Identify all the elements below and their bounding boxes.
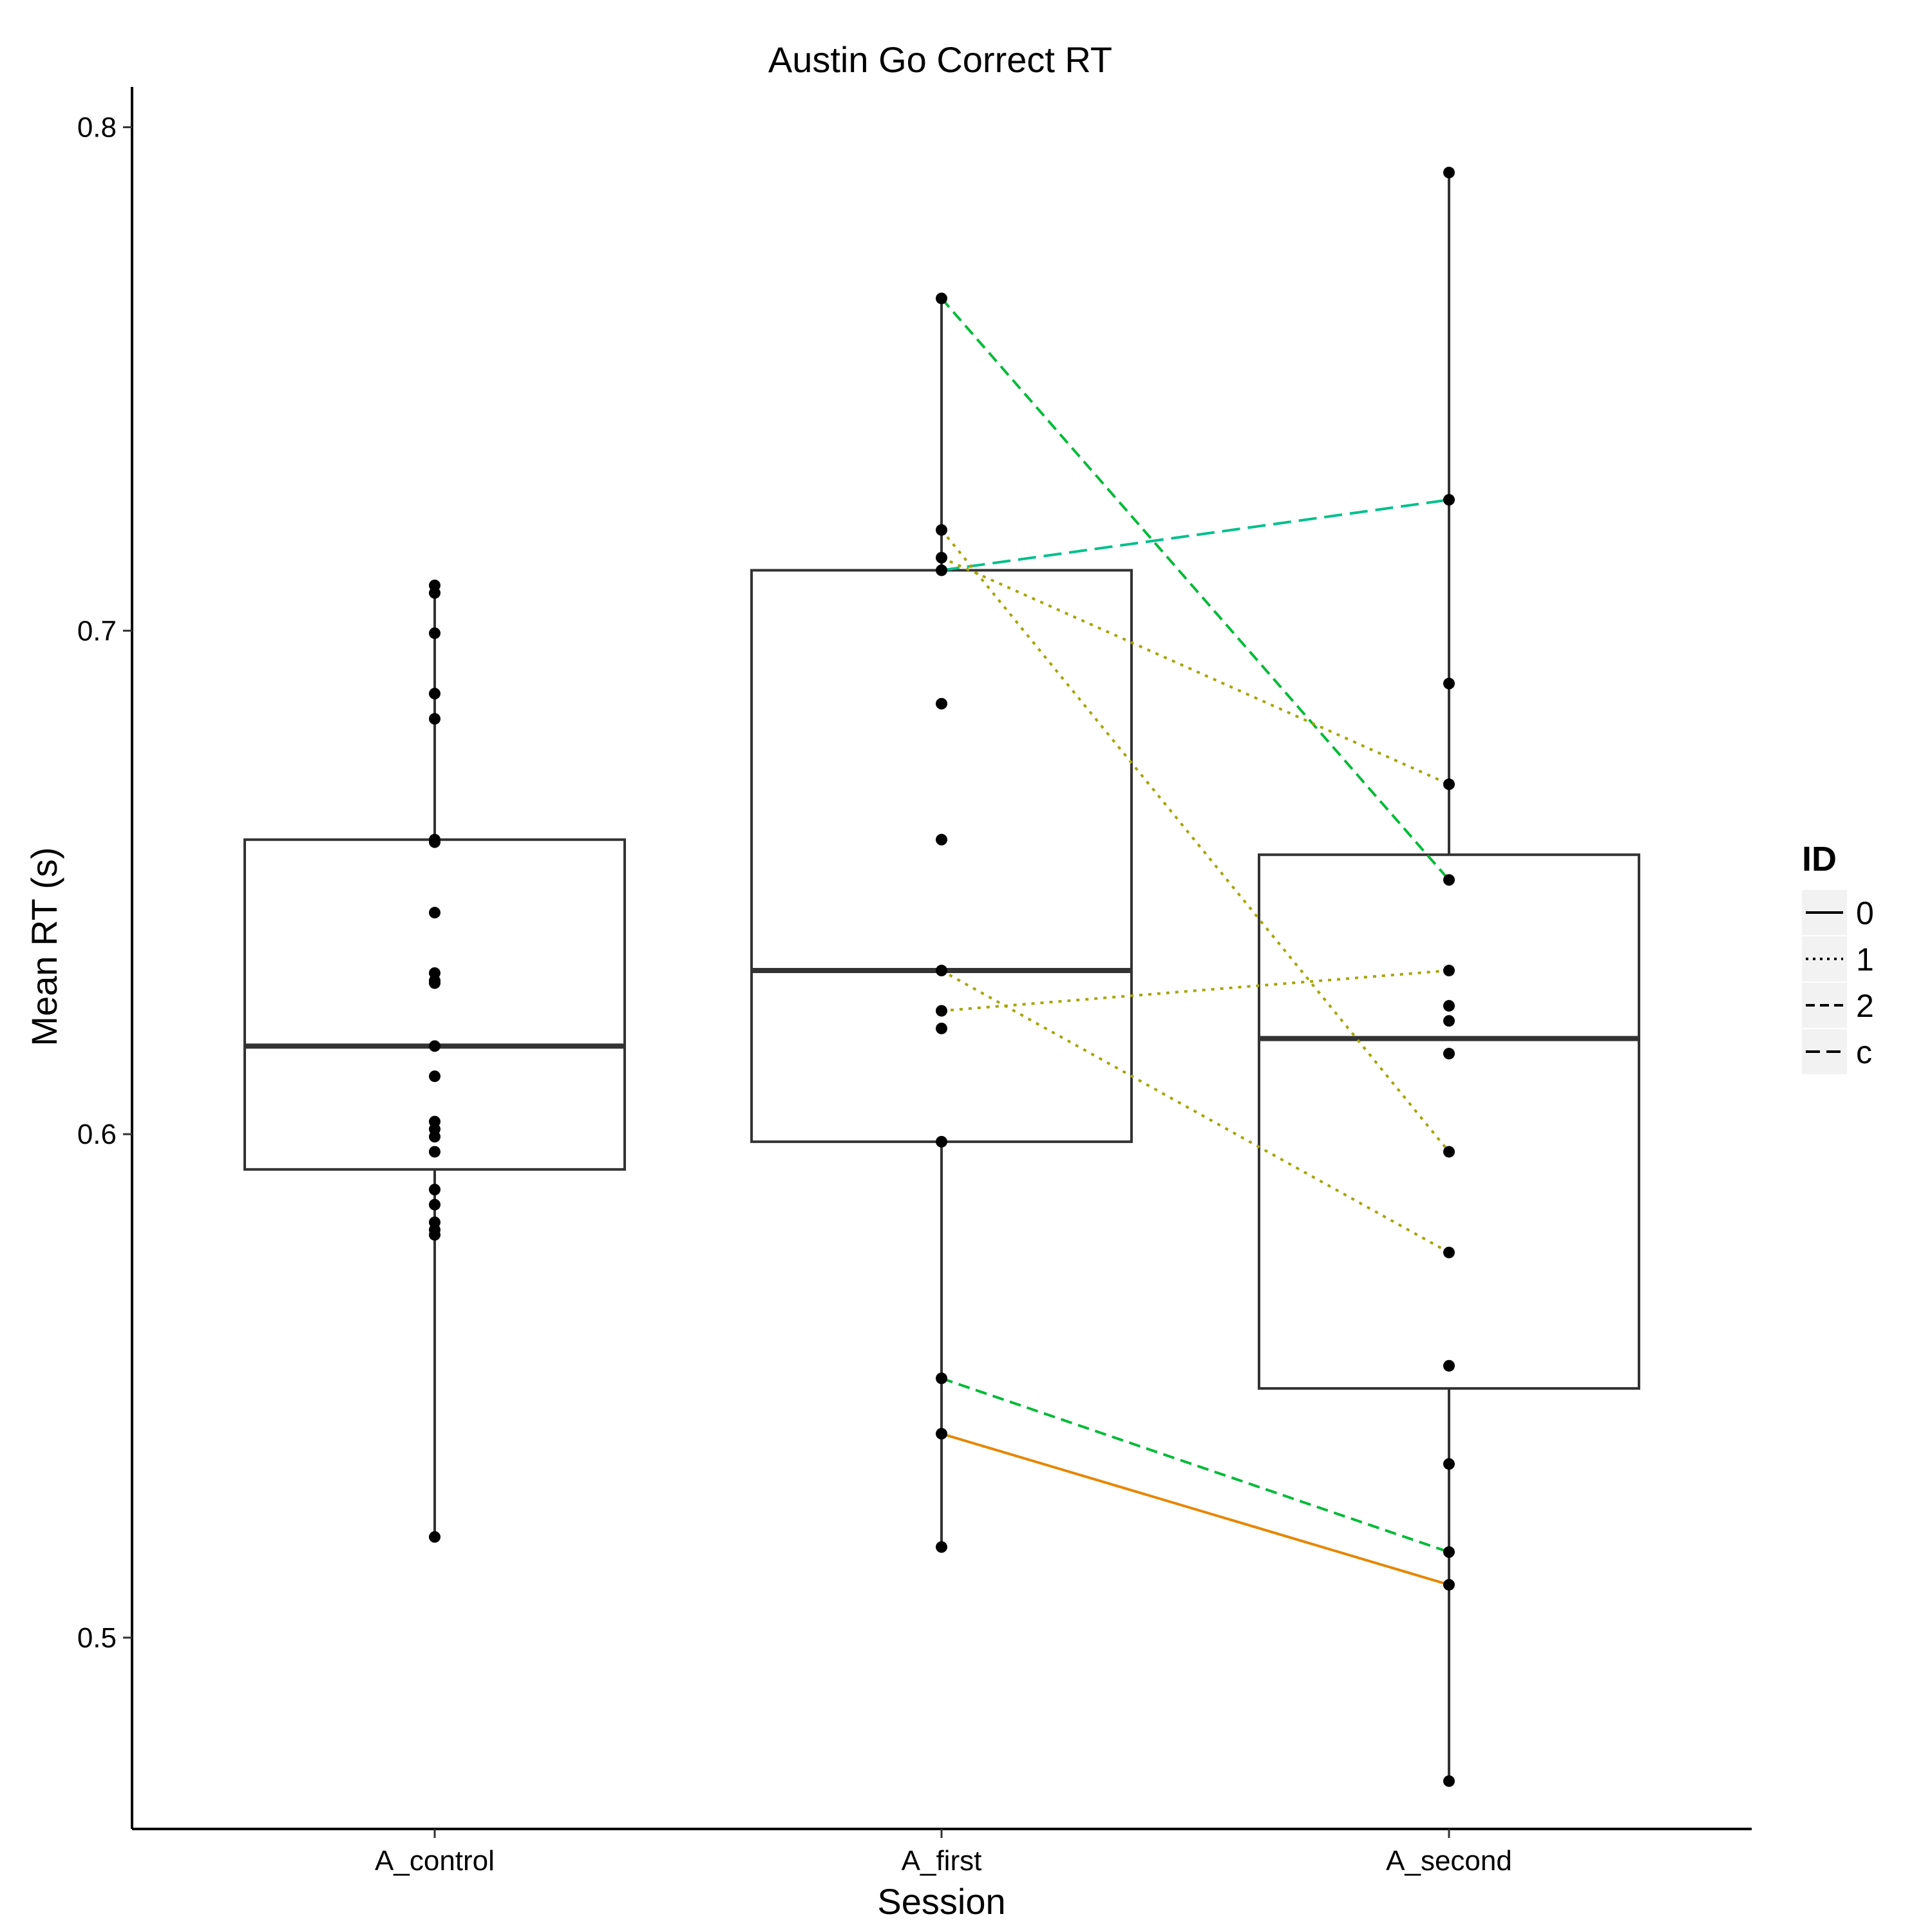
data-point	[936, 1372, 947, 1385]
data-point	[1443, 1246, 1455, 1258]
legend-label: c	[1856, 1034, 1872, 1070]
data-point	[429, 688, 440, 700]
x-tick-label: A_control	[375, 1845, 495, 1877]
data-point	[1443, 1146, 1455, 1158]
box-A_second	[1258, 172, 1640, 1781]
data-point	[429, 627, 440, 639]
legend: ID 0 1 2 c	[1802, 840, 1874, 1074]
data-point	[429, 1131, 440, 1143]
paired-line-id-0	[941, 1432, 1450, 1586]
x-axis-title: Session	[877, 1881, 1005, 1922]
plot-area	[243, 166, 1640, 1787]
data-point	[1443, 677, 1455, 690]
paired-line-id-1	[940, 529, 1450, 1153]
y-tick-label: 0.6	[77, 1119, 117, 1150]
data-point	[936, 1005, 947, 1017]
data-point	[429, 1146, 440, 1158]
data-point	[429, 907, 440, 919]
data-point	[936, 292, 947, 305]
legend-item-c: c	[1802, 1029, 1872, 1074]
box-iqr	[750, 569, 1133, 1143]
data-point	[1443, 1048, 1455, 1060]
box-A_first	[750, 298, 1133, 1548]
legend-title: ID	[1802, 840, 1837, 878]
paired-line-id-1	[941, 556, 1450, 786]
x-tick-label: A_second	[1386, 1845, 1512, 1877]
data-point	[429, 1040, 440, 1052]
data-point	[936, 833, 947, 846]
data-point	[1443, 1578, 1455, 1591]
data-point	[1443, 1775, 1455, 1787]
data-point	[1443, 778, 1455, 790]
data-point	[429, 1198, 440, 1211]
data-point	[429, 713, 440, 725]
data-point	[936, 965, 947, 977]
data-point	[1443, 965, 1455, 977]
legend-label: 1	[1856, 942, 1874, 978]
data-point	[936, 1541, 947, 1553]
legend-key	[1802, 936, 1847, 981]
data-point	[936, 697, 947, 710]
data-point	[936, 1022, 947, 1034]
legend-item-2: 2	[1802, 983, 1874, 1028]
data-point	[1443, 1546, 1455, 1558]
data-point	[1443, 1458, 1455, 1470]
data-point	[936, 564, 947, 576]
x-tick-label: A_first	[902, 1845, 982, 1877]
paired-lines	[940, 298, 1450, 1586]
legend-label: 2	[1856, 988, 1874, 1024]
data-point	[1443, 1015, 1455, 1027]
legend-item-0: 0	[1802, 890, 1874, 935]
data-point	[429, 1531, 440, 1543]
data-point	[429, 1184, 440, 1196]
paired-line-id-2	[940, 298, 1450, 881]
box-A_control	[243, 585, 626, 1537]
box-iqr	[1258, 853, 1640, 1390]
data-point	[1443, 1359, 1455, 1372]
y-tick-label: 0.8	[77, 112, 117, 144]
data-point	[1443, 999, 1455, 1012]
data-point	[429, 587, 440, 599]
data-point	[1443, 166, 1455, 178]
data-point	[429, 1070, 440, 1083]
data-points	[429, 166, 1455, 1787]
data-point	[936, 551, 947, 564]
axes: 0.5 0.6 0.7 0.8 A_control A_first A_second	[77, 87, 1752, 1877]
legend-item-1: 1	[1802, 936, 1874, 981]
data-point	[936, 1135, 947, 1148]
paired-line-id-2	[941, 1377, 1450, 1553]
paired-line-id-1	[941, 969, 1450, 1254]
data-point	[429, 1229, 440, 1241]
data-point	[429, 977, 440, 989]
data-point	[1443, 494, 1455, 506]
paired-line-id-c	[941, 498, 1450, 572]
y-tick-label: 0.5	[77, 1622, 117, 1654]
paired-line-id-1	[941, 969, 1450, 1012]
legend-label: 0	[1856, 895, 1874, 931]
chart-title: Austin Go Correct RT	[768, 39, 1112, 80]
y-axis-title: Mean RT (s)	[24, 847, 64, 1046]
y-tick-label: 0.7	[77, 615, 117, 647]
data-point	[936, 524, 947, 536]
data-point	[936, 1428, 947, 1440]
data-point	[1443, 874, 1455, 886]
data-point	[429, 836, 440, 848]
